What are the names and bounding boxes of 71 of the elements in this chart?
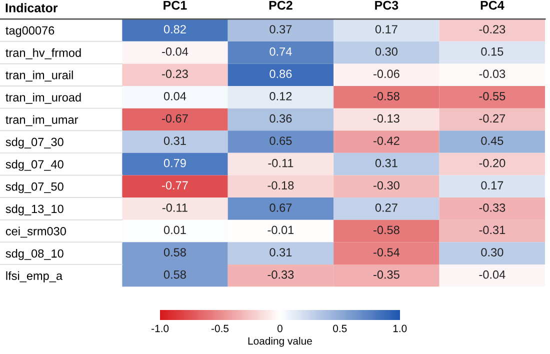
data-label: -0.11	[162, 203, 188, 212]
data-label: 0.67	[270, 203, 292, 212]
data-label: 0.74	[270, 47, 292, 56]
data-label: -0.54	[374, 248, 400, 256]
data-label: 0.45	[481, 136, 504, 145]
data-label: 0.30	[375, 47, 398, 56]
data-label: -0.03	[479, 70, 506, 78]
data-label: 0.65	[270, 136, 292, 145]
data-label: -0.33	[268, 270, 294, 279]
data-label: 0.30	[481, 248, 504, 256]
y-tick-label: tran_hv_frmod	[6, 48, 81, 60]
data-label: 0.01	[164, 226, 186, 234]
data-label: 0.17	[481, 181, 504, 190]
color-bar-title: Loading value	[248, 337, 312, 347]
y-tick-label: sdg_08_10	[6, 249, 64, 260]
data-label: -0.06	[374, 70, 400, 78]
x-tick-label: PC2	[269, 0, 292, 10]
data-label: -0.27	[479, 114, 506, 123]
color-bar-label: -0.5	[211, 324, 229, 332]
color-bar-label: 1.0	[393, 324, 407, 332]
data-label: 0.15	[481, 47, 504, 56]
data-label: -0.13	[374, 114, 400, 123]
data-label: 0.12	[270, 92, 292, 100]
data-label: -0.04	[479, 270, 506, 279]
x-tick-label: PC3	[375, 0, 398, 10]
data-label: -0.35	[374, 270, 400, 279]
data-label: -0.58	[374, 226, 400, 234]
data-label: 0.58	[164, 270, 186, 279]
x-tick-label: PC1	[164, 0, 187, 10]
y-tick-label: sdg_07_50	[6, 182, 64, 194]
y-tick-label: cei_srm030	[6, 226, 66, 238]
data-label: -0.42	[374, 136, 400, 145]
data-label: -0.01	[268, 226, 294, 234]
y-tick-label: tran_im_umar	[6, 115, 78, 126]
data-label: -0.67	[162, 114, 188, 123]
data-label: -0.23	[479, 25, 506, 34]
data-label: 0.04	[164, 92, 186, 100]
data-label: 0.37	[270, 25, 292, 34]
data-label: -0.20	[479, 158, 506, 168]
data-label: 0.36	[270, 114, 292, 123]
data-label: 0.58	[164, 248, 186, 256]
data-label: -0.11	[268, 158, 294, 168]
data-label: -0.18	[268, 181, 294, 190]
data-label: -0.33	[479, 203, 506, 212]
y-tick-label: sdg_13_10	[6, 204, 64, 216]
data-label: 0.82	[164, 25, 186, 34]
data-label: 0.27	[375, 203, 398, 212]
color-bar-label: 0	[277, 324, 282, 332]
color-bar-label: -1.0	[152, 324, 169, 332]
y-tick-label: tran_im_uroad	[6, 92, 81, 104]
y-tick-label: sdg_07_40	[6, 160, 64, 171]
y-axis-title: Indicator	[6, 3, 58, 12]
data-label: 0.79	[164, 158, 186, 168]
data-label: -0.30	[374, 181, 400, 190]
data-label: -0.31	[479, 226, 506, 234]
data-label: -0.23	[162, 70, 188, 78]
data-label: 0.86	[270, 70, 292, 78]
y-tick-label: sdg_07_30	[6, 138, 64, 149]
data-label: -0.55	[479, 92, 506, 100]
data-label: -0.77	[162, 181, 188, 190]
data-label: 0.31	[164, 136, 186, 145]
data-label: -0.58	[374, 92, 400, 100]
data-label: 0.17	[375, 25, 398, 34]
color-bar-label: 0.5	[333, 324, 347, 332]
data-label: 0.31	[270, 248, 292, 256]
y-tick-label: tag00076	[6, 26, 54, 37]
x-tick-label: PC4	[480, 0, 504, 10]
data-label: -0.04	[162, 47, 188, 56]
y-tick-label: lfsi_emp_a	[6, 271, 63, 282]
data-label: 0.31	[375, 158, 398, 168]
y-tick-label: tran_im_urail	[6, 70, 73, 82]
